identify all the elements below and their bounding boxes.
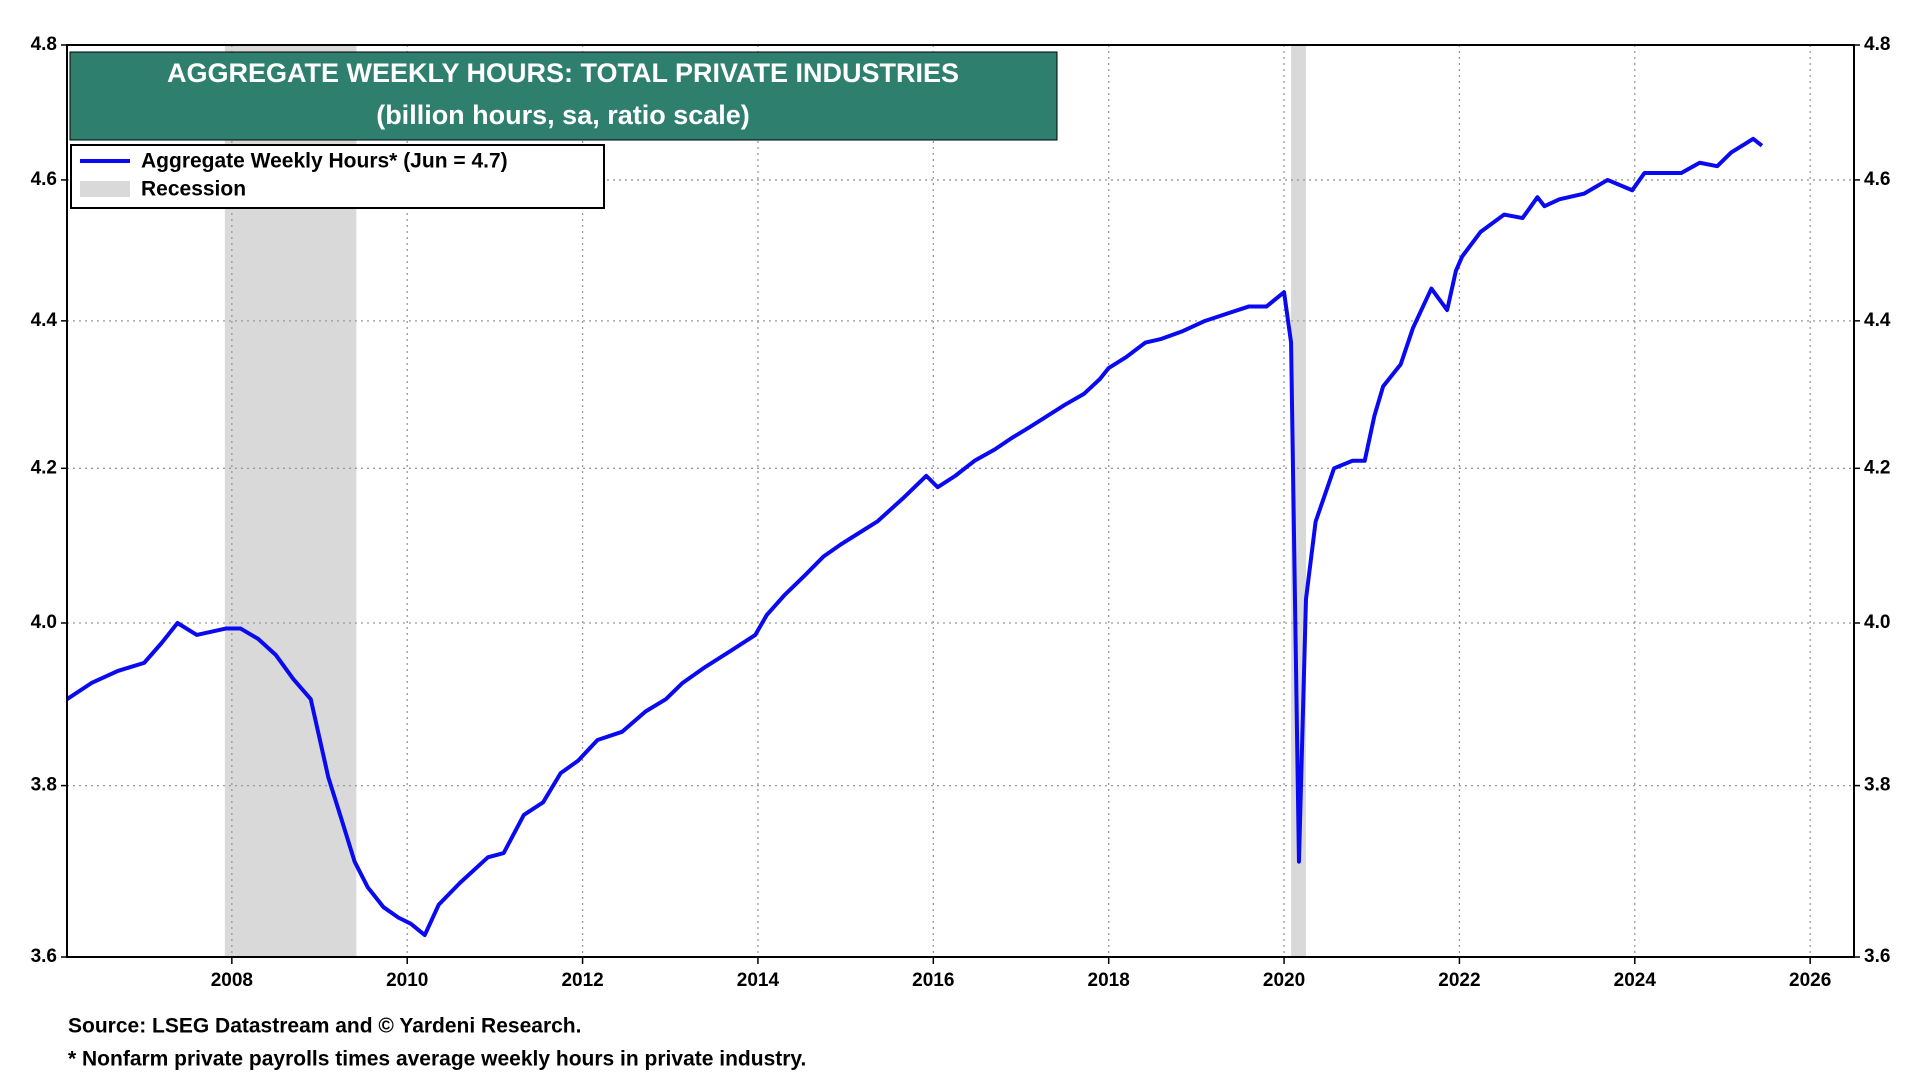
x-tick-label: 2018 [1088,970,1130,991]
x-tick-label: 2008 [211,970,253,991]
legend-swatch [80,181,130,197]
chart-title: AGGREGATE WEEKLY HOURS: TOTAL PRIVATE IN… [167,58,959,88]
y-tick-label: 4.0 [31,612,57,633]
y-tick-label: 3.8 [31,775,57,796]
x-tick-label: 2022 [1438,970,1480,991]
y-tick-label: 3.6 [31,946,57,967]
x-tick-label: 2010 [386,970,428,991]
y2-tick-label: 3.8 [1864,775,1890,796]
y2-tick-label: 4.6 [1864,169,1890,190]
y2-tick-label: 3.6 [1864,946,1890,967]
footnote: * Nonfarm private payrolls times average… [68,1048,806,1071]
x-tick-label: 2012 [561,970,603,991]
y-tick-label: 4.8 [31,34,57,55]
y2-tick-label: 4.2 [1864,457,1890,478]
source-note: Source: LSEG Datastream and © Yardeni Re… [68,1015,581,1038]
y2-tick-label: 4.4 [1864,310,1891,331]
line-layer [65,136,1764,938]
y-tick-label: 4.4 [31,310,58,331]
y2-tick-label: 4.0 [1864,612,1890,633]
x-tick-label: 2016 [912,970,954,991]
x-tick-label: 2024 [1614,970,1657,991]
x-tick-label: 2026 [1789,970,1831,991]
y2-tick-label: 4.8 [1864,34,1890,55]
x-tick-label: 2014 [737,970,780,991]
legend-label: Aggregate Weekly Hours* (Jun = 4.7) [141,150,508,173]
plot-frame [66,44,1855,958]
y-tick-label: 4.2 [31,457,57,478]
data-line [65,136,1764,938]
y-tick-label: 4.6 [31,169,57,190]
legend [70,144,605,209]
x-tick-label: 2020 [1263,970,1305,991]
chart-subtitle: (billion hours, sa, ratio scale) [376,100,750,130]
title-box [69,51,1058,141]
legend-label: Recession [141,178,246,201]
